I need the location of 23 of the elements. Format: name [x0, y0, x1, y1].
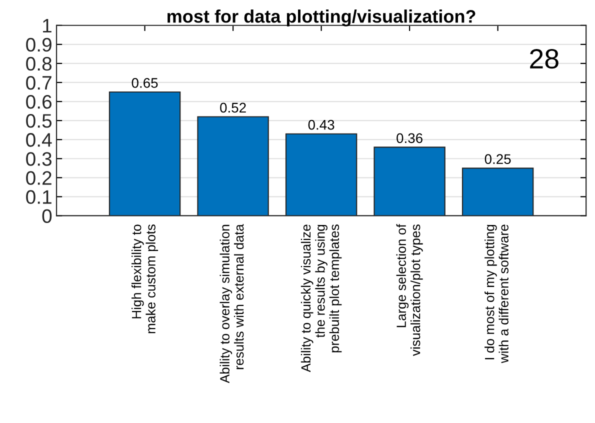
x-tick-label: High flexibility to make custom plots: [132, 224, 158, 334]
data-label: 0.25: [484, 154, 511, 164]
data-label: 0.36: [396, 133, 422, 144]
y-tick-label: 0.7: [26, 76, 52, 90]
data-label: 0.43: [308, 120, 334, 130]
y-tick-label: 0.6: [26, 94, 52, 109]
x-tick-label: I do most of my plotting with a different software: [484, 224, 508, 364]
y-tick-label: 0: [42, 209, 52, 223]
x-tick-label: Ability to quickly visualize the results by using prebuilt plot templates: [300, 224, 342, 372]
y-tick-label: 0.5: [26, 114, 52, 128]
chart-title: most for data plotting/visualization?: [168, 10, 476, 26]
y-tick-label: 0.9: [26, 38, 52, 52]
data-label: 0.65: [132, 78, 158, 88]
y-tick-label: 0.8: [26, 56, 52, 71]
y-tick-label: 0.1: [26, 190, 52, 204]
y-tick-label: 0.3: [26, 152, 52, 166]
annotation: 28: [530, 48, 558, 69]
y-tick-label: 0.2: [26, 171, 52, 185]
data-label: 0.52: [220, 102, 246, 113]
y-tick-label: 1: [43, 19, 52, 32]
x-tick-label: Ability to overlay simulation results with external data: [220, 224, 244, 384]
y-tick-label: 0.4: [26, 133, 52, 147]
x-tick-label: Large selection of visualization/plot types: [396, 224, 423, 356]
